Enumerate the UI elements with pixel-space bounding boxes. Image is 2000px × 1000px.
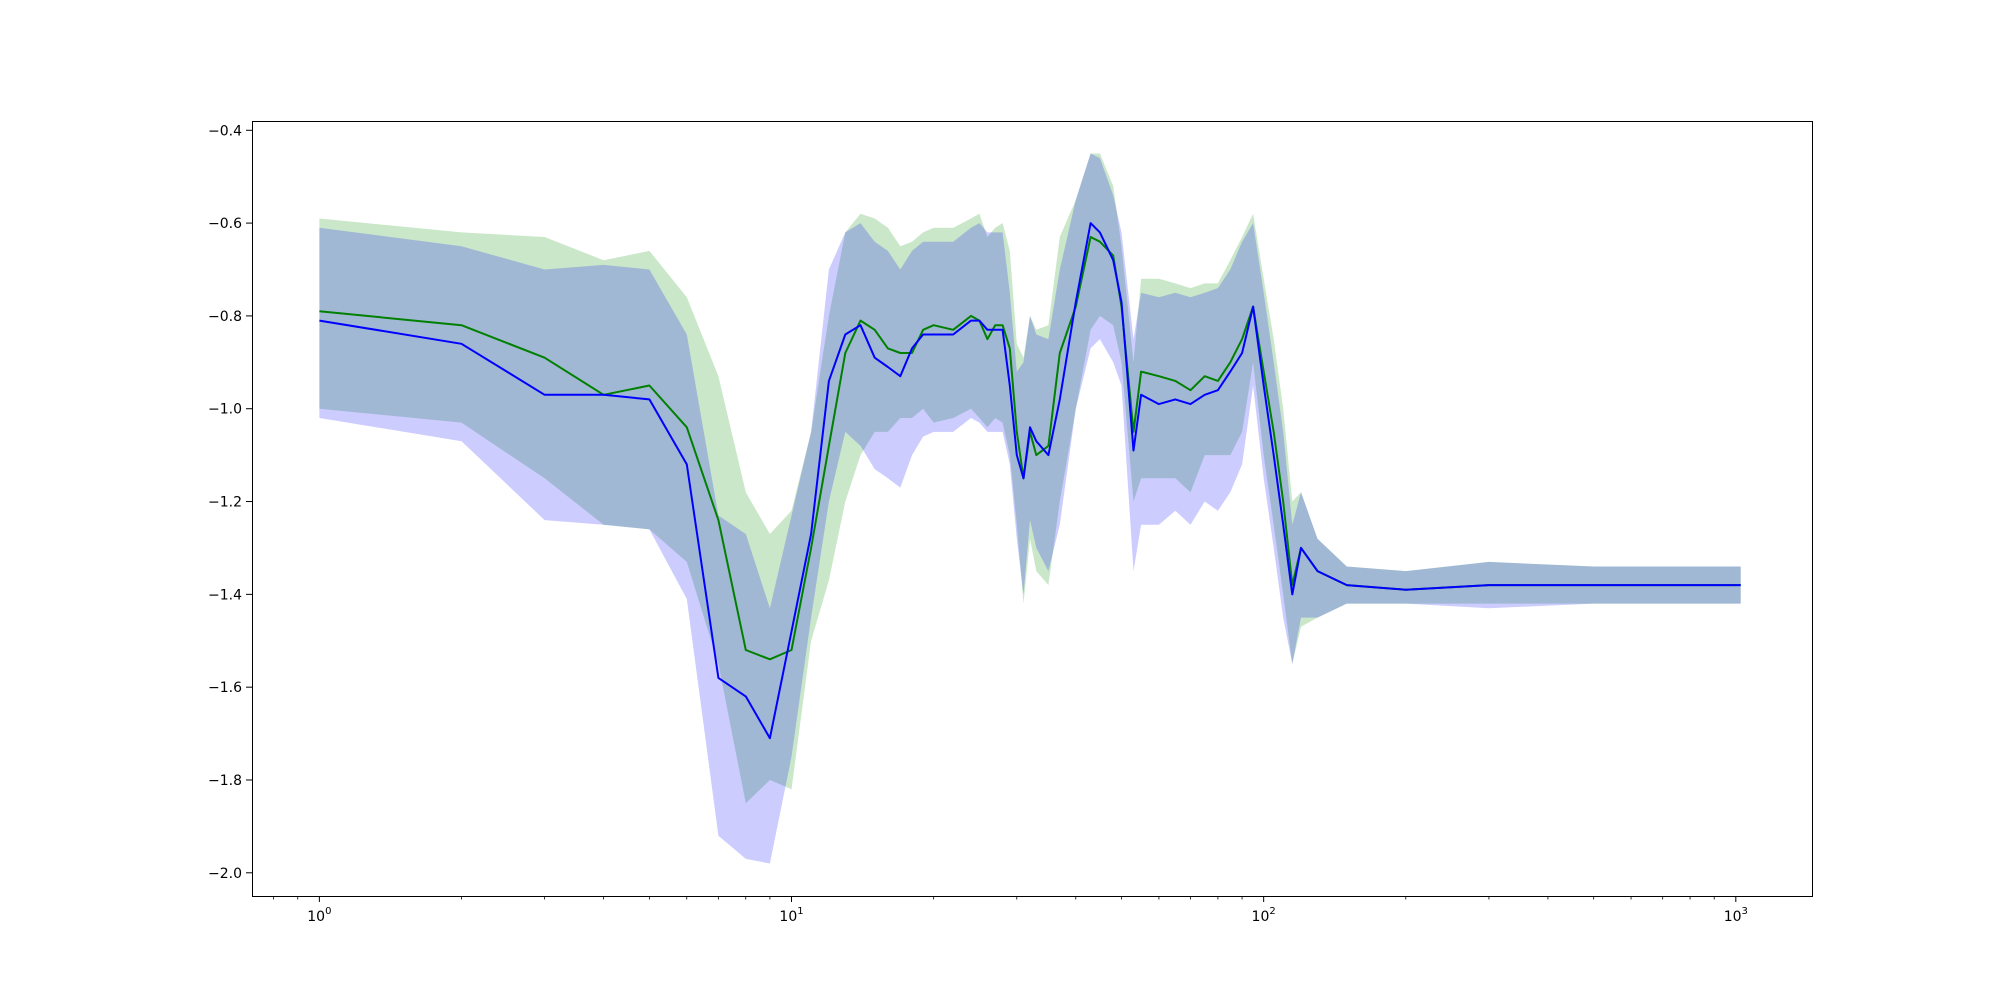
y-tick-label: −1.0 <box>208 402 242 418</box>
series-1-line <box>319 222 1741 740</box>
y-tick-label: −1.8 <box>208 773 242 789</box>
series-0-line <box>319 236 1741 661</box>
plot-frame <box>252 121 1813 897</box>
y-tick-label: −0.6 <box>208 216 242 232</box>
y-tick-label: −0.4 <box>208 123 242 139</box>
y-axis: −0.4 −0.6 −0.8 −1.0 −1.2 −1.4 −1.6 −1.8 −2.0 <box>208 123 252 882</box>
y-tick-label: −1.4 <box>208 587 242 603</box>
y-tick-label: −1.6 <box>208 680 242 696</box>
x-axis: 100 101 102 103 <box>273 896 1748 925</box>
x-tick-label: 100 <box>307 906 331 925</box>
y-tick-label: −1.2 <box>208 495 242 511</box>
x-tick-label: 102 <box>1252 906 1276 925</box>
x-tick-label: 103 <box>1724 906 1748 925</box>
series-lines <box>319 222 1741 740</box>
y-tick-label: −0.8 <box>208 309 242 325</box>
series-1-band <box>319 153 1741 864</box>
x-tick-label: 101 <box>779 906 803 925</box>
uncertainty-bands <box>319 153 1741 864</box>
y-tick-label: −2.0 <box>208 866 242 882</box>
series-0-band <box>319 153 1741 804</box>
